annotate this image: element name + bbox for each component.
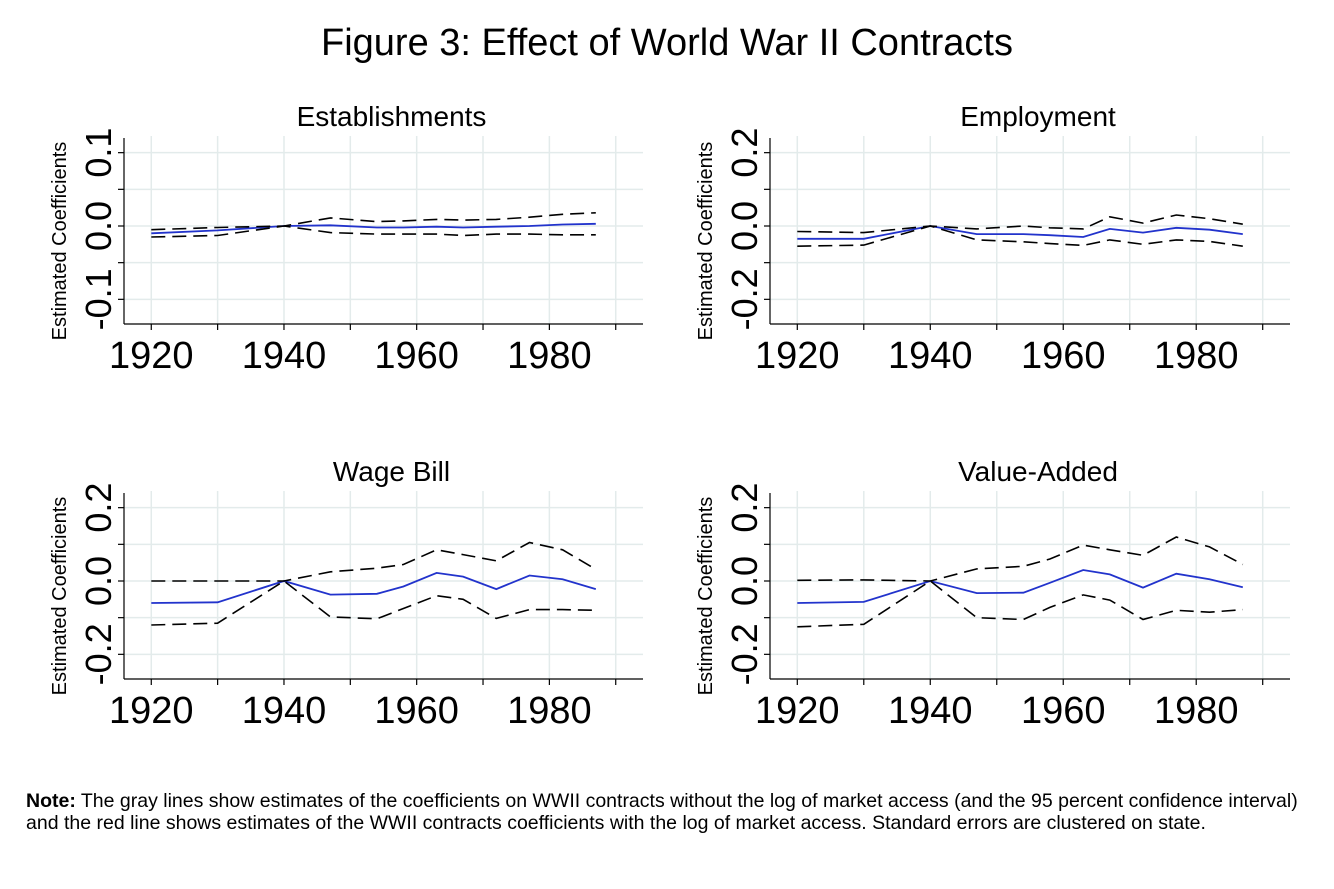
y-axis-label: Estimated Coefficients [49,497,71,696]
series-line-ci-upper [797,214,1243,234]
y-tick-label: -0.2 [78,623,119,685]
panel-title: Wage Bill [333,456,450,487]
y-tick-label: 0.0 [78,201,119,251]
series-line-ci-lower [151,225,596,238]
x-tick-label: 1980 [507,690,592,732]
x-tick-label: 1980 [1154,335,1239,377]
series-line-estimate [797,569,1244,604]
y-tick-label: 0.2 [78,483,119,533]
series-line-ci-upper [797,536,1244,582]
x-tick-label: 1960 [374,690,459,732]
x-tick-label: 1960 [1021,335,1106,377]
chart-panel-4: 1920 1940 1960 1980 -0.2 0.0 0.2 Estimated Coef… [695,456,1290,732]
y-axis-label: Estimated Coefficients [695,142,717,341]
y-tick-label: -0.2 [724,268,765,330]
y-tick-label: 0.0 [724,556,765,606]
y-axis-label: Estimated Coefficients [49,142,71,341]
series-line-ci-lower [797,580,1243,628]
chart-panel-1: 1920 1940 1960 1980 -0.1 0.0 0.1 Estimated Coef… [49,101,643,377]
chart-panel-2: 1920 1940 1960 1980 -0.2 0.0 0.2 Estimated Coef… [695,101,1290,377]
y-tick-label: 0.1 [78,128,119,178]
y-tick-label: 0.2 [724,128,765,178]
series-line-ci-upper [151,212,596,231]
x-tick-label: 1940 [888,690,973,732]
x-tick-label: 1980 [1154,690,1239,732]
figure-note: Note: The gray lines show estimates of t… [26,790,1316,834]
note-text: The gray lines show estimates of the coe… [26,790,1298,834]
note-label: Note: [26,790,76,812]
x-tick-label: 1980 [507,335,592,377]
series-line-estimate [151,571,597,604]
panel-title: Value-Added [958,456,1118,487]
panel-title: Establishments [297,101,487,132]
x-tick-label: 1960 [374,335,459,377]
series-line-estimate [797,225,1243,240]
series-line-ci-lower [797,225,1243,247]
y-tick-label: 0.0 [78,556,119,606]
y-tick-label: 0.2 [724,483,765,533]
chart-panel-3: 1920 1940 1960 1980 -0.2 0.0 0.2 Estimated Coef… [49,456,643,732]
y-tick-label: -0.1 [78,268,119,330]
y-tick-label: 0.0 [724,201,765,251]
x-tick-label: 1920 [109,335,194,377]
x-tick-label: 1920 [109,690,194,732]
series-line-ci-lower [151,580,596,626]
y-axis-label: Estimated Coefficients [695,497,717,696]
x-tick-label: 1920 [755,335,840,377]
series-line-estimate [151,222,596,235]
x-tick-label: 1960 [1021,690,1106,732]
x-tick-label: 1920 [755,690,840,732]
x-tick-label: 1940 [242,690,327,732]
figure-title: Figure 3: Effect of World War II Contrac… [321,22,1013,64]
panel-title: Employment [960,101,1116,132]
y-tick-label: -0.2 [724,623,765,685]
x-tick-label: 1940 [242,335,327,377]
x-tick-label: 1940 [888,335,973,377]
